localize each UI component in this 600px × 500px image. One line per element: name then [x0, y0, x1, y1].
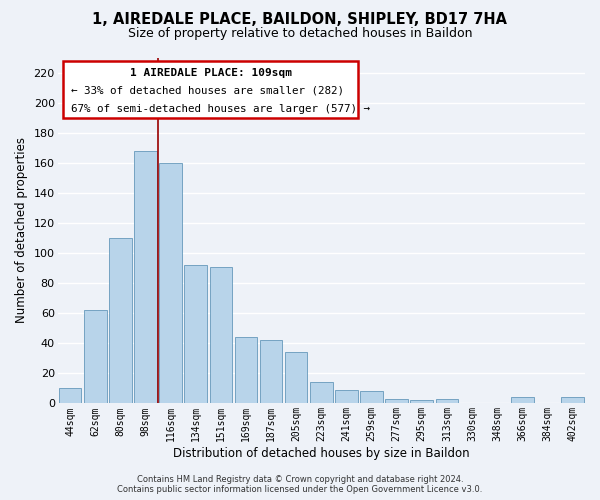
Text: 67% of semi-detached houses are larger (577) →: 67% of semi-detached houses are larger (… [71, 104, 370, 114]
X-axis label: Distribution of detached houses by size in Baildon: Distribution of detached houses by size … [173, 447, 470, 460]
Text: Size of property relative to detached houses in Baildon: Size of property relative to detached ho… [128, 28, 472, 40]
Bar [159, 163, 182, 404]
Bar [184, 265, 207, 404]
Bar [410, 400, 433, 404]
Bar [209, 266, 232, 404]
Bar [285, 352, 307, 404]
Bar [561, 398, 584, 404]
Bar [385, 399, 408, 404]
Text: 1 AIREDALE PLACE: 109sqm: 1 AIREDALE PLACE: 109sqm [130, 68, 292, 78]
Bar [360, 392, 383, 404]
FancyBboxPatch shape [63, 61, 358, 118]
Bar [235, 337, 257, 404]
Bar [260, 340, 283, 404]
Bar [59, 388, 82, 404]
Bar [109, 238, 131, 404]
Text: ← 33% of detached houses are smaller (282): ← 33% of detached houses are smaller (28… [71, 85, 344, 95]
Bar [310, 382, 332, 404]
Bar [335, 390, 358, 404]
Y-axis label: Number of detached properties: Number of detached properties [15, 138, 28, 324]
Text: Contains HM Land Registry data © Crown copyright and database right 2024.
Contai: Contains HM Land Registry data © Crown c… [118, 474, 482, 494]
Bar [134, 150, 157, 404]
Bar [84, 310, 107, 404]
Bar [436, 399, 458, 404]
Bar [511, 398, 533, 404]
Text: 1, AIREDALE PLACE, BAILDON, SHIPLEY, BD17 7HA: 1, AIREDALE PLACE, BAILDON, SHIPLEY, BD1… [92, 12, 508, 28]
